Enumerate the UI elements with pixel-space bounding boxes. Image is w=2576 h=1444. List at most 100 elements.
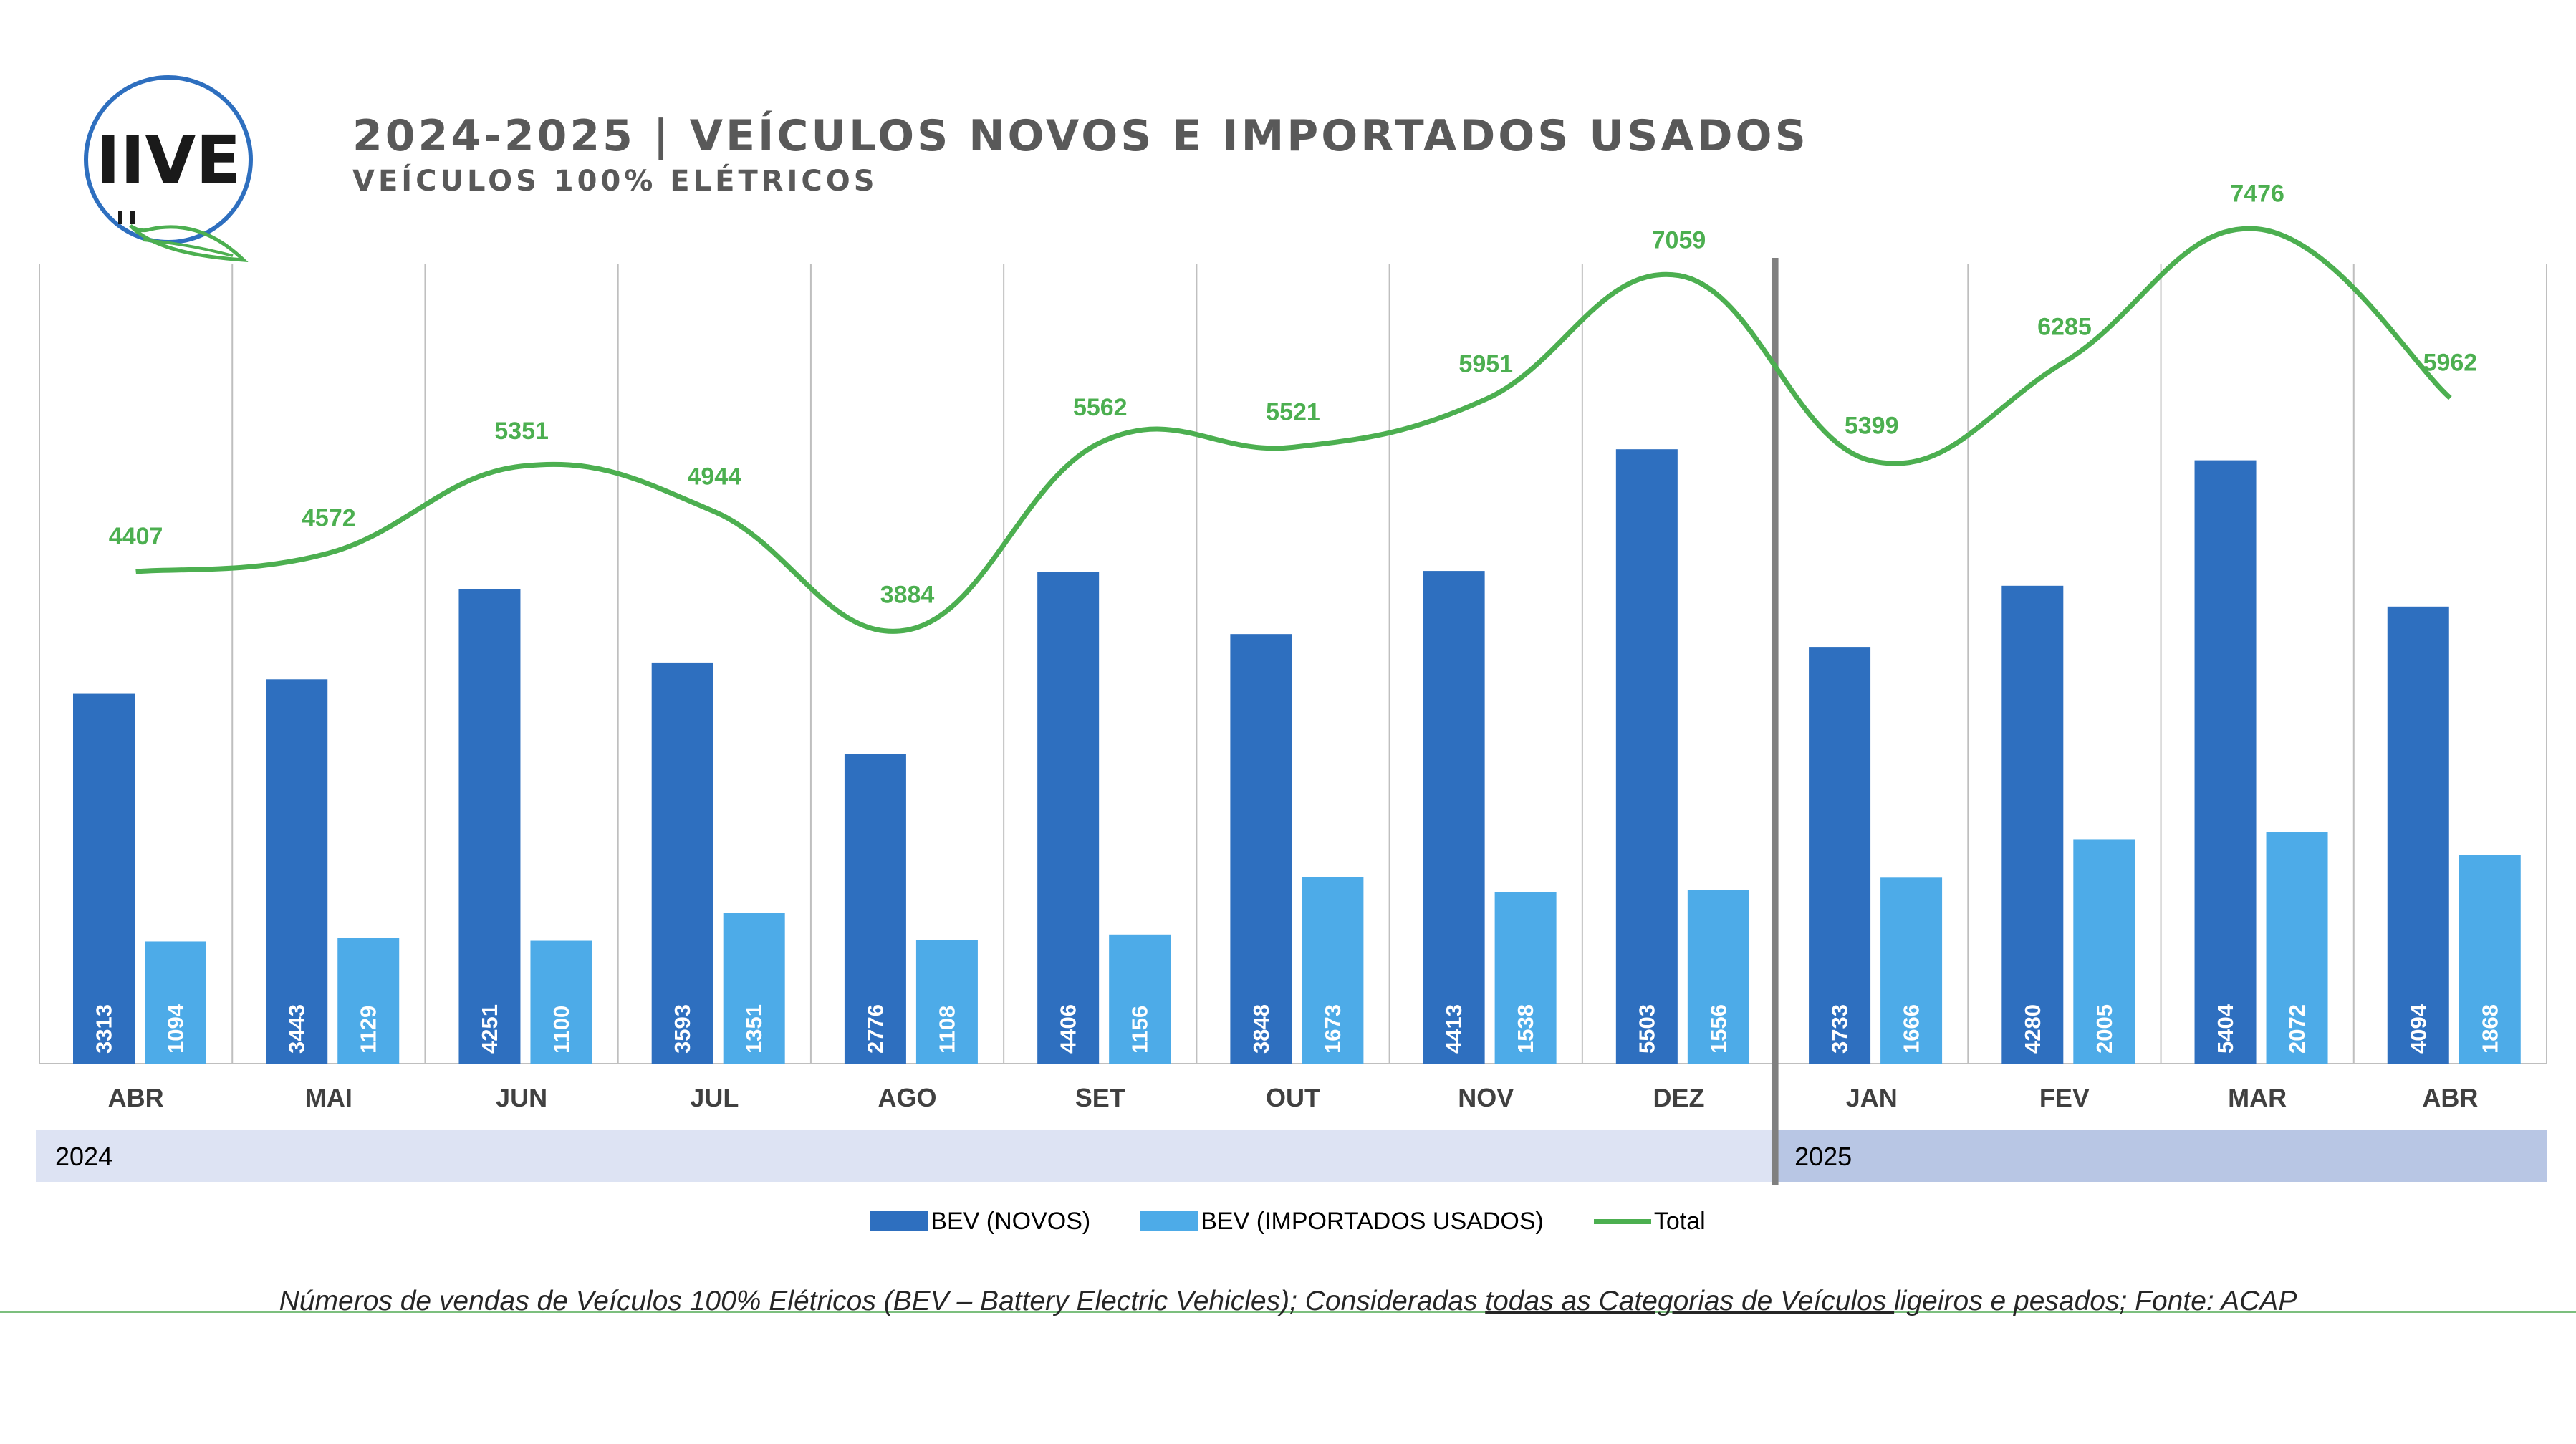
total-value-label: 5351 bbox=[494, 418, 549, 445]
bar-importados bbox=[1109, 934, 1171, 1064]
category-label: MAR bbox=[2228, 1083, 2287, 1112]
bar-novos bbox=[651, 662, 713, 1064]
bar-value-label: 1868 bbox=[2477, 1004, 2502, 1054]
footnote: Números de vendas de Veículos 100% Elétr… bbox=[0, 1286, 2576, 1317]
year-bands: 2024 2025 bbox=[36, 258, 2547, 1185]
bar-novos bbox=[2387, 606, 2449, 1064]
legend-swatch-novos bbox=[870, 1211, 928, 1231]
bar-importados bbox=[1880, 877, 1943, 1064]
legend-item-novos: BEV (NOVOS) bbox=[870, 1208, 1090, 1236]
bar-importados bbox=[2073, 839, 2135, 1064]
year-band bbox=[1775, 1130, 2547, 1182]
bar-value-label: 3443 bbox=[284, 1004, 309, 1054]
bar-importados bbox=[530, 940, 592, 1064]
bar-novos bbox=[458, 589, 521, 1064]
category-label: DEZ bbox=[1653, 1083, 1704, 1112]
category-label: ABR bbox=[2422, 1083, 2478, 1112]
bar-value-label: 1129 bbox=[356, 1006, 381, 1054]
total-value-label: 7059 bbox=[1652, 227, 1706, 254]
bar-value-label: 5503 bbox=[1634, 1004, 1659, 1054]
total-value-label: 7476 bbox=[2230, 180, 2284, 208]
bars: 3313 1094 3443 1129 4251 1100 3593 1351 2776 1108… bbox=[73, 449, 2521, 1064]
bar-value-label: 1100 bbox=[549, 1006, 574, 1054]
bar-value-label: 1094 bbox=[163, 1003, 188, 1054]
total-value-label: 4407 bbox=[109, 523, 163, 550]
category-label: JUN bbox=[496, 1083, 547, 1112]
legend: BEV (NOVOS) BEV (IMPORTADOS USADOS) Tota… bbox=[0, 1203, 2576, 1239]
total-value-label: 5951 bbox=[1458, 350, 1513, 377]
bar-value-label: 3733 bbox=[1827, 1004, 1852, 1054]
bar-value-label: 1556 bbox=[1706, 1004, 1731, 1054]
category-label: NOV bbox=[1458, 1083, 1514, 1112]
bar-value-label: 5404 bbox=[2213, 1003, 2238, 1054]
footer-divider bbox=[0, 1311, 2576, 1313]
footnote-underlined: todas as Categorias de Veículos bbox=[1485, 1286, 1895, 1317]
bar-importados bbox=[145, 941, 206, 1064]
bar-novos bbox=[1809, 647, 1871, 1064]
bar-value-label: 2005 bbox=[2092, 1004, 2117, 1054]
category-label: AGO bbox=[878, 1083, 937, 1112]
bar-value-label: 1673 bbox=[1320, 1004, 1345, 1054]
leaf-icon bbox=[129, 223, 249, 262]
bar-importados bbox=[723, 913, 785, 1064]
bar-importados bbox=[1687, 890, 1749, 1064]
legend-item-total: Total bbox=[1593, 1207, 1706, 1236]
category-label: JUL bbox=[690, 1083, 739, 1112]
bar-novos bbox=[1230, 634, 1292, 1064]
category-label: FEV bbox=[2039, 1083, 2090, 1112]
total-value-label: 5562 bbox=[1073, 394, 1128, 421]
year-band bbox=[36, 1130, 1776, 1182]
footnote-text-2: ligeiros e pesados; Fonte: ACAP bbox=[1894, 1286, 2297, 1317]
total-value-label: 4944 bbox=[687, 463, 741, 490]
bar-value-label: 3593 bbox=[670, 1004, 695, 1054]
legend-label-novos: BEV (NOVOS) bbox=[931, 1207, 1091, 1235]
bar-novos bbox=[844, 754, 906, 1064]
bar-novos bbox=[2194, 460, 2257, 1064]
bar-novos bbox=[1037, 572, 1100, 1064]
total-value-label: 5521 bbox=[1266, 398, 1320, 425]
category-label: ABR bbox=[108, 1083, 164, 1112]
legend-item-importados: BEV (IMPORTADOS USADOS) bbox=[1140, 1208, 1544, 1236]
bar-value-label: 3848 bbox=[1249, 1004, 1274, 1054]
bar-value-label: 1156 bbox=[1128, 1006, 1153, 1054]
legend-swatch-total bbox=[1593, 1218, 1651, 1224]
category-label: MAI bbox=[305, 1083, 352, 1112]
total-line-group: 4407 4572 5351 4944 3884 5562 5521 5951 7059 5399… bbox=[109, 180, 2478, 634]
bar-value-label: 1108 bbox=[934, 1006, 959, 1054]
total-value-label: 4572 bbox=[302, 504, 356, 531]
chart: 2024 2025 3313 1094 3443 1129 4251 1100 3593 135… bbox=[36, 180, 2547, 1185]
category-label: JAN bbox=[1846, 1083, 1898, 1112]
bar-value-label: 2776 bbox=[862, 1004, 888, 1054]
legend-label-total: Total bbox=[1653, 1207, 1706, 1235]
bar-importados bbox=[1494, 892, 1557, 1064]
total-value-label: 5962 bbox=[2423, 350, 2478, 377]
bar-novos bbox=[73, 693, 135, 1064]
plug-icon bbox=[118, 211, 135, 224]
bar-importados bbox=[915, 940, 978, 1064]
total-value-label: 5399 bbox=[1845, 412, 1899, 439]
logo-text: IIVE bbox=[96, 122, 241, 198]
chart-title: 2024-2025 | VEÍCULOS NOVOS E IMPORTADOS … bbox=[352, 111, 1809, 161]
bar-novos bbox=[266, 679, 328, 1064]
gridlines bbox=[39, 264, 2547, 1064]
bar-value-label: 1666 bbox=[1899, 1004, 1924, 1054]
bar-value-label: 4251 bbox=[477, 1004, 502, 1054]
category-label: OUT bbox=[1266, 1083, 1320, 1112]
bar-value-label: 4094 bbox=[2406, 1003, 2431, 1054]
logo: IIVE bbox=[84, 75, 253, 262]
total-value-label: 3884 bbox=[880, 582, 935, 609]
chart-subtitle: VEÍCULOS 100% ELÉTRICOS bbox=[352, 165, 878, 198]
bar-novos bbox=[1615, 449, 1678, 1064]
footnote-text-1: Números de vendas de Veículos 100% Elétr… bbox=[279, 1286, 1486, 1317]
bar-novos bbox=[1423, 571, 1485, 1064]
bar-value-label: 1351 bbox=[741, 1004, 766, 1054]
bar-value-label: 4406 bbox=[1056, 1004, 1081, 1054]
bar-importados bbox=[2459, 855, 2521, 1064]
total-value-label: 6285 bbox=[2037, 313, 2092, 340]
bar-value-label: 4413 bbox=[1441, 1004, 1466, 1054]
bar-importados bbox=[2266, 832, 2328, 1064]
bar-importados bbox=[337, 938, 400, 1064]
legend-label-importados: BEV (IMPORTADOS USADOS) bbox=[1201, 1207, 1544, 1235]
total-line bbox=[135, 226, 2452, 634]
bar-novos bbox=[2001, 585, 2064, 1064]
